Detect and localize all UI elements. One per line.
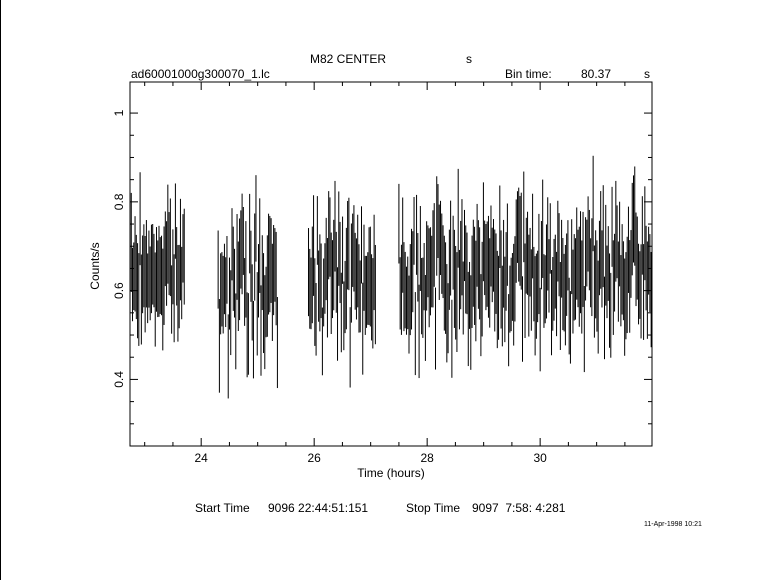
start-time-label: Start Time <box>195 501 250 515</box>
x-tick-label: 24 <box>195 451 209 465</box>
x-tick-label: 28 <box>420 451 434 465</box>
stop-time-value: 9097 7:58: 4:281 <box>472 501 566 515</box>
x-tick-label: 26 <box>307 451 321 465</box>
y-tick-label: 1 <box>112 109 126 116</box>
stop-time-label: Stop Time <box>406 501 461 515</box>
x-axis-label: Time (hours) <box>357 466 425 480</box>
bin-time-label: Bin time: <box>505 67 552 81</box>
y-tick-label: 0.6 <box>112 282 126 299</box>
y-tick-label: 0.8 <box>112 193 126 210</box>
date-stamp: 11-Apr-1998 10:21 <box>644 521 702 528</box>
bin-time-value: 80.37 <box>581 67 612 81</box>
x-tick-label: 30 <box>533 451 547 465</box>
file-name: ad60001000g300070_1.lc <box>131 67 270 81</box>
y-tick-label: 0.4 <box>112 371 126 388</box>
start-time-value: 9096 22:44:51:151 <box>268 501 369 515</box>
bin-time-unit: s <box>644 67 650 81</box>
plot-frame <box>129 81 653 447</box>
window-border <box>0 0 1 580</box>
y-axis-label: Counts/s <box>88 242 102 289</box>
object-name: M82 CENTER <box>310 52 387 66</box>
title-unit: s <box>466 52 472 66</box>
